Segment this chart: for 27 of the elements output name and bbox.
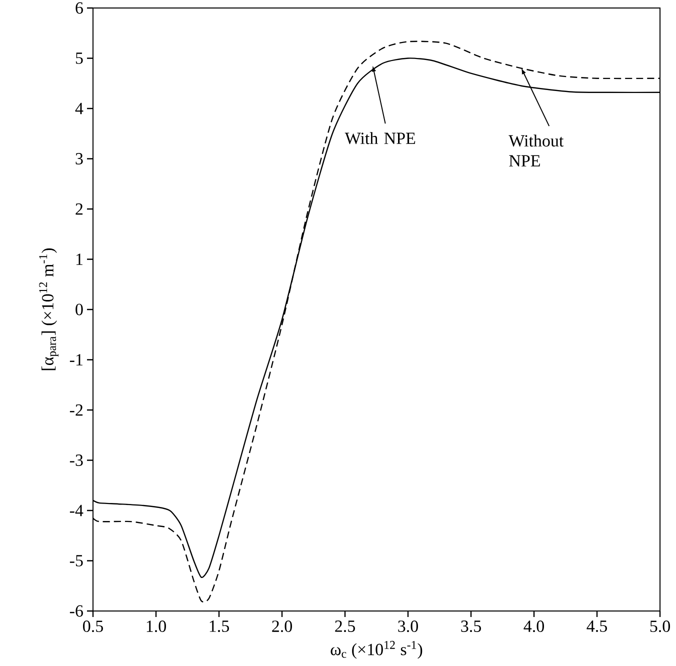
annotation: Without NPE xyxy=(508,134,564,166)
x-tick-label: 1.5 xyxy=(210,620,229,632)
y-axis-title: [α$_{para}$] (×10$^{12}$ m$^{-1}$) xyxy=(39,248,58,370)
x-tick-label: 2.0 xyxy=(272,620,292,632)
y-tick-label: 6 xyxy=(76,2,83,14)
y-tick-label: -5 xyxy=(70,555,83,566)
y-tick-label: 5 xyxy=(76,52,83,64)
x-tick-label: 4.0 xyxy=(524,620,544,632)
y-tick-label: 0 xyxy=(76,304,83,316)
x-axis-title: ω$_{c}$ (×10$^{12}$ s$^{-1}$) xyxy=(330,640,422,659)
x-tick-label: 0.5 xyxy=(83,620,103,632)
x-tick-label: 3.0 xyxy=(398,620,418,632)
y-tick-label: 1 xyxy=(76,254,82,265)
x-tick-label: 2.5 xyxy=(335,620,355,632)
annotation: With NPE xyxy=(344,132,416,144)
y-tick-label: -6 xyxy=(70,605,83,617)
y-tick-label: -1 xyxy=(70,354,82,366)
x-tick-label: 4.5 xyxy=(586,620,607,632)
x-tick-label: 5.0 xyxy=(650,620,670,632)
x-tick-label: 1.0 xyxy=(146,620,166,632)
x-tick-label: 3.5 xyxy=(461,620,481,632)
y-tick-label: 4 xyxy=(75,102,84,114)
y-tick-label: -2 xyxy=(70,404,83,416)
y-tick-label: 3 xyxy=(76,153,83,164)
y-tick-label: 2 xyxy=(76,203,83,215)
y-tick-label: -4 xyxy=(70,504,84,516)
y-tick-label: -3 xyxy=(70,454,83,466)
